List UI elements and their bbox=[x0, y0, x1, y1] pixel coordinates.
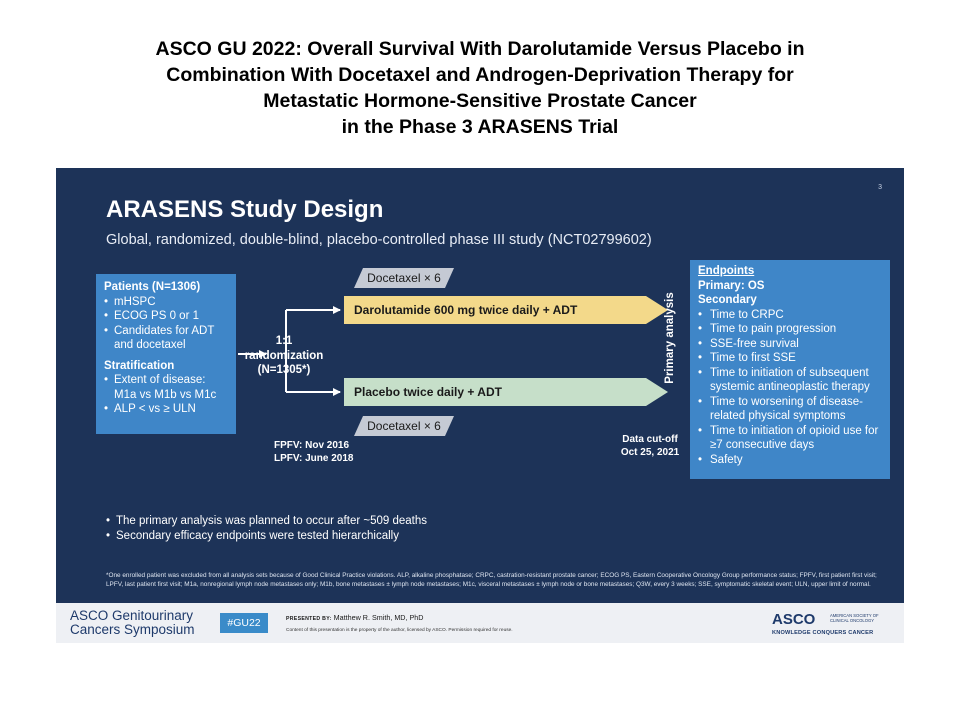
placebo-arm: Placebo twice daily + ADT bbox=[344, 378, 668, 406]
list-item: Candidates for ADT and docetaxel bbox=[104, 324, 228, 353]
list-item: Safety bbox=[698, 453, 882, 468]
darolutamide-arm: Darolutamide 600 mg twice daily + ADT bbox=[344, 296, 668, 324]
list-item: Time to initiation of subsequent systemi… bbox=[698, 366, 882, 395]
asco-gu-logo: ASCO Genitourinary Cancers Symposium bbox=[70, 608, 195, 637]
patients-box: Patients (N=1306) mHSPC ECOG PS 0 or 1 C… bbox=[96, 274, 236, 434]
endpoints-box: Endpoints Primary: OS Secondary Time to … bbox=[690, 260, 890, 479]
presenter-name: Matthew R. Smith, MD, PhD bbox=[333, 613, 424, 622]
list-item: ALP < vs ≥ ULN bbox=[104, 402, 228, 417]
list-item: Time to pain progression bbox=[698, 322, 882, 337]
patients-heading: Patients (N=1306) bbox=[104, 281, 201, 293]
slide-footer: ASCO Genitourinary Cancers Symposium #GU… bbox=[56, 603, 904, 643]
list-item: mHSPC bbox=[104, 295, 228, 310]
list-item: Secondary efficacy endpoints were tested… bbox=[106, 529, 427, 544]
analysis-notes: The primary analysis was planned to occu… bbox=[106, 514, 427, 544]
presented-by-label: PRESENTED BY: bbox=[286, 616, 332, 622]
randomization-label: 1:1 randomization (N=1305*) bbox=[244, 335, 324, 376]
list-item: Time to worsening of disease-related phy… bbox=[698, 395, 882, 424]
heading-line: in the Phase 3 ARASENS Trial bbox=[341, 116, 619, 138]
endpoints-heading: Endpoints bbox=[698, 265, 755, 277]
slide-title: ARASENS Study Design bbox=[106, 196, 384, 223]
asco-society-name: AMERICAN SOCIETY OF CLINICAL ONCOLOGY bbox=[830, 613, 879, 623]
list-item: SSE-free survival bbox=[698, 337, 882, 352]
flow-arrows bbox=[238, 306, 341, 396]
stratification-heading: Stratification bbox=[104, 359, 175, 372]
list-item: Time to first SSE bbox=[698, 351, 882, 366]
docetaxel-tag-top: Docetaxel × 6 bbox=[354, 268, 454, 288]
heading-line: ASCO GU 2022: Overall Survival With Daro… bbox=[155, 38, 805, 60]
list-item: Time to initiation of opioid use for ≥7 … bbox=[698, 424, 882, 453]
heading-line: Combination With Docetaxel and Androgen-… bbox=[166, 64, 794, 86]
slide-number: 3 bbox=[878, 184, 882, 191]
copyright-note: Content of this presentation is the prop… bbox=[286, 628, 513, 633]
list-item: ECOG PS 0 or 1 bbox=[104, 309, 228, 324]
enrollment-dates: FPFV: Nov 2016 LPFV: June 2018 bbox=[274, 440, 354, 464]
slide-subtitle: Global, randomized, double-blind, placeb… bbox=[106, 232, 652, 248]
asco-logo: ASCO AMERICAN SOCIETY OF CLINICAL ONCOLO… bbox=[772, 611, 879, 636]
secondary-heading: Secondary bbox=[698, 294, 757, 306]
asco-wordmark: ASCO bbox=[772, 611, 816, 628]
page-heading: ASCO GU 2022: Overall Survival With Daro… bbox=[40, 36, 920, 140]
list-item: Time to CRPC bbox=[698, 308, 882, 323]
presenter-line: PRESENTED BY: Matthew R. Smith, MD, PhD bbox=[286, 613, 423, 622]
asco-motto: KNOWLEDGE CONQUERS CANCER bbox=[772, 630, 874, 636]
primary-analysis-label: Primary analysis bbox=[664, 292, 676, 384]
docetaxel-tag-bottom: Docetaxel × 6 bbox=[354, 416, 454, 436]
study-design-slide: 3 ARASENS Study Design Global, randomize… bbox=[56, 168, 904, 603]
footnote: *One enrolled patient was excluded from … bbox=[106, 572, 877, 588]
hashtag-badge: #GU22 bbox=[220, 613, 268, 633]
primary-endpoint: Primary: OS bbox=[698, 279, 765, 292]
list-item: The primary analysis was planned to occu… bbox=[106, 514, 427, 529]
data-cutoff: Data cut-off Oct 25, 2021 bbox=[620, 434, 680, 458]
heading-line: Metastatic Hormone-Sensitive Prostate Ca… bbox=[263, 90, 697, 112]
list-item: Extent of disease: M1a vs M1b vs M1c bbox=[104, 373, 228, 402]
